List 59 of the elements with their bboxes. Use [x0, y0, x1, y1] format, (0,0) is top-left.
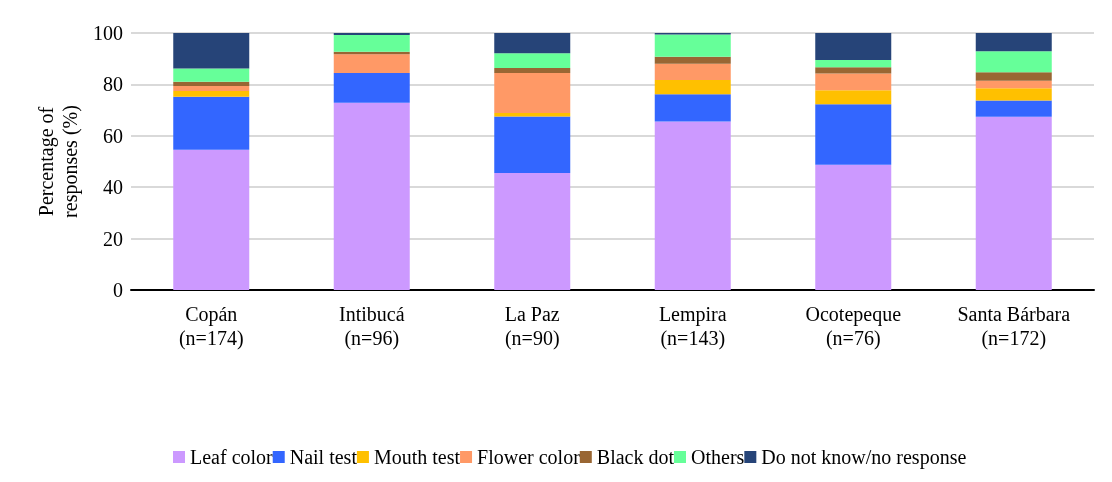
bar [173, 85, 250, 92]
bar [173, 33, 250, 69]
y-tick-label: 20 [103, 227, 123, 250]
bar [333, 35, 410, 52]
bar [494, 67, 571, 74]
bar [173, 96, 250, 150]
bar [815, 59, 892, 68]
y-tick-label: 100 [93, 22, 123, 44]
bar [654, 94, 731, 122]
bar [333, 54, 410, 74]
bar [494, 73, 571, 113]
y-axis-title: Percentage of responses (%) [35, 105, 83, 218]
bar [815, 33, 892, 60]
bar [654, 80, 731, 95]
legend-label: Mouth test [373, 446, 461, 468]
x-tick-label: Copán (n=174) [178, 303, 244, 350]
legend-label: Do not know/no response [761, 446, 967, 469]
bar [975, 80, 1052, 89]
legend-label: Leaf color [190, 446, 274, 468]
bar [654, 63, 731, 81]
x-tick-label: Ocotepeque (n=76) [805, 303, 902, 350]
bar [494, 112, 571, 117]
y-tick-label: 60 [103, 124, 123, 147]
bar [333, 73, 410, 103]
bar [494, 53, 571, 68]
legend-label: Others [691, 446, 745, 468]
bar [494, 173, 571, 290]
bar [975, 33, 1052, 52]
bar [173, 81, 250, 86]
legend-label: Flower color [477, 446, 581, 468]
bar [815, 164, 892, 290]
x-tick-label: Intibucá (n=96) [338, 303, 405, 350]
bar [975, 51, 1052, 73]
bar [815, 104, 892, 165]
legend-label: Black dot [596, 446, 675, 468]
legend-label: Nail test [289, 446, 358, 468]
x-tick-label: Lempira (n=143) [658, 303, 727, 350]
bar [333, 33, 410, 36]
bar [975, 116, 1052, 290]
bar [975, 72, 1052, 81]
bar [654, 34, 731, 57]
bar [815, 67, 892, 74]
bar [333, 102, 410, 290]
y-tick-label: 0 [113, 279, 123, 301]
bar [494, 116, 571, 174]
bar [173, 91, 250, 97]
bar [654, 121, 731, 290]
bar [975, 88, 1052, 101]
bar [494, 33, 571, 54]
x-tick-label: Santa Bárbara (n=172) [957, 303, 1071, 350]
bar [975, 100, 1052, 117]
bar [815, 90, 892, 105]
bar [173, 149, 250, 290]
bar [654, 56, 731, 64]
y-tick-label: 40 [103, 176, 123, 199]
y-tick-label: 80 [103, 73, 123, 96]
bar [815, 73, 892, 91]
x-tick-label: La Paz (n=90) [504, 303, 560, 350]
bar [173, 68, 250, 82]
